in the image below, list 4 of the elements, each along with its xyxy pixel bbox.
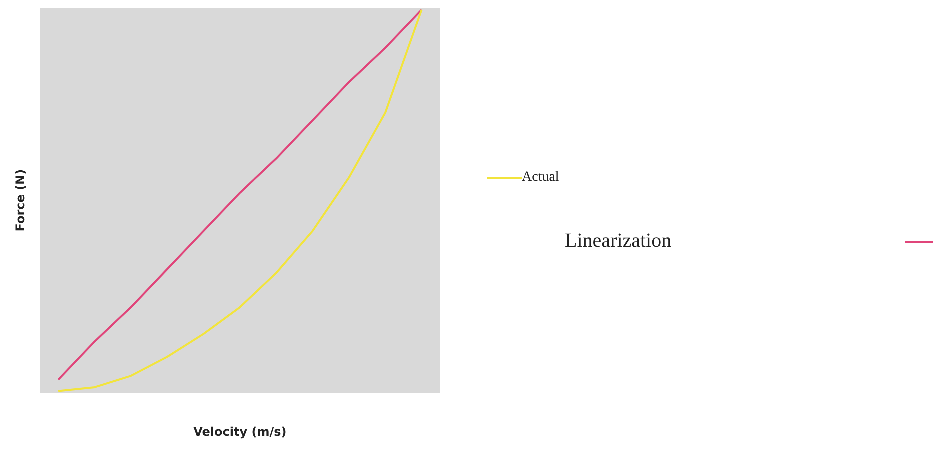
text: Linearization (565, 230, 672, 253)
legend-label: Actual (522, 170, 560, 186)
x-axis-title: Velocity (m/s) (194, 424, 287, 439)
y-axis-title: Force (N) (13, 169, 28, 232)
